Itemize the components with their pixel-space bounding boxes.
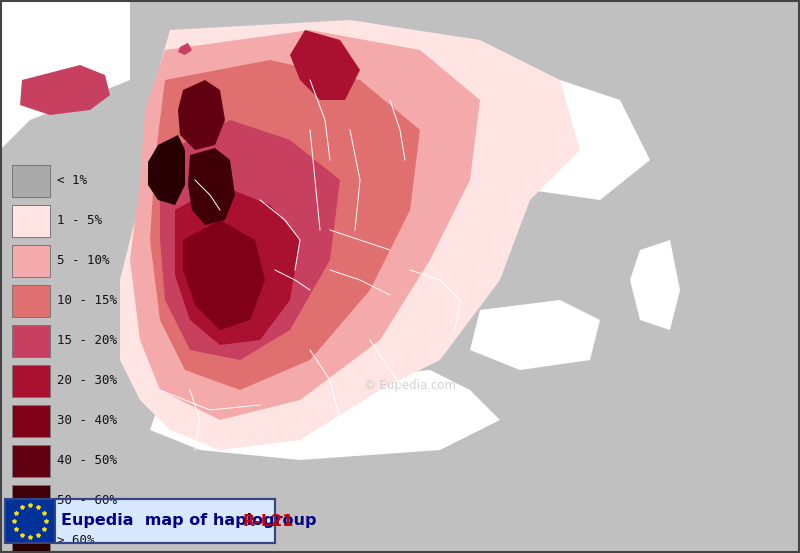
Bar	[55, 499, 275, 543]
Bar	[12, 445, 50, 477]
Polygon shape	[200, 100, 320, 200]
Bar	[12, 325, 50, 357]
Text: > 60%: > 60%	[57, 535, 94, 547]
Bar	[12, 285, 50, 317]
Polygon shape	[148, 135, 185, 205]
Text: Eupedia  map of haplogroup: Eupedia map of haplogroup	[61, 514, 322, 529]
Bar	[5, 499, 275, 543]
Polygon shape	[178, 43, 192, 55]
Bar	[5, 499, 55, 543]
Text: 10 - 15%: 10 - 15%	[57, 295, 117, 307]
Text: © Eupedia.com: © Eupedia.com	[364, 378, 456, 392]
Bar	[12, 165, 50, 197]
Bar	[12, 365, 50, 397]
Polygon shape	[188, 148, 235, 225]
Polygon shape	[470, 300, 600, 370]
Text: 1 - 5%: 1 - 5%	[57, 215, 102, 227]
Text: 20 - 30%: 20 - 30%	[57, 374, 117, 388]
Bar	[12, 245, 50, 277]
Polygon shape	[150, 370, 500, 460]
Bar	[12, 485, 50, 517]
Text: 5 - 10%: 5 - 10%	[57, 254, 110, 268]
Polygon shape	[178, 80, 225, 150]
Polygon shape	[175, 185, 300, 345]
Polygon shape	[20, 65, 110, 115]
Polygon shape	[330, 65, 450, 140]
Polygon shape	[630, 240, 680, 330]
Polygon shape	[290, 30, 360, 100]
Text: 40 - 50%: 40 - 50%	[57, 455, 117, 467]
Text: R-L21: R-L21	[243, 514, 294, 529]
Bar	[12, 525, 50, 553]
Polygon shape	[183, 220, 265, 330]
Bar	[12, 205, 50, 237]
Text: 30 - 40%: 30 - 40%	[57, 415, 117, 427]
Text: 15 - 20%: 15 - 20%	[57, 335, 117, 347]
Polygon shape	[150, 60, 420, 390]
Polygon shape	[160, 120, 340, 360]
Polygon shape	[130, 30, 480, 420]
Polygon shape	[120, 20, 580, 450]
Bar	[12, 405, 50, 437]
Text: < 1%: < 1%	[57, 175, 87, 187]
Polygon shape	[0, 0, 130, 150]
Text: 50 - 60%: 50 - 60%	[57, 494, 117, 508]
Polygon shape	[480, 80, 650, 200]
